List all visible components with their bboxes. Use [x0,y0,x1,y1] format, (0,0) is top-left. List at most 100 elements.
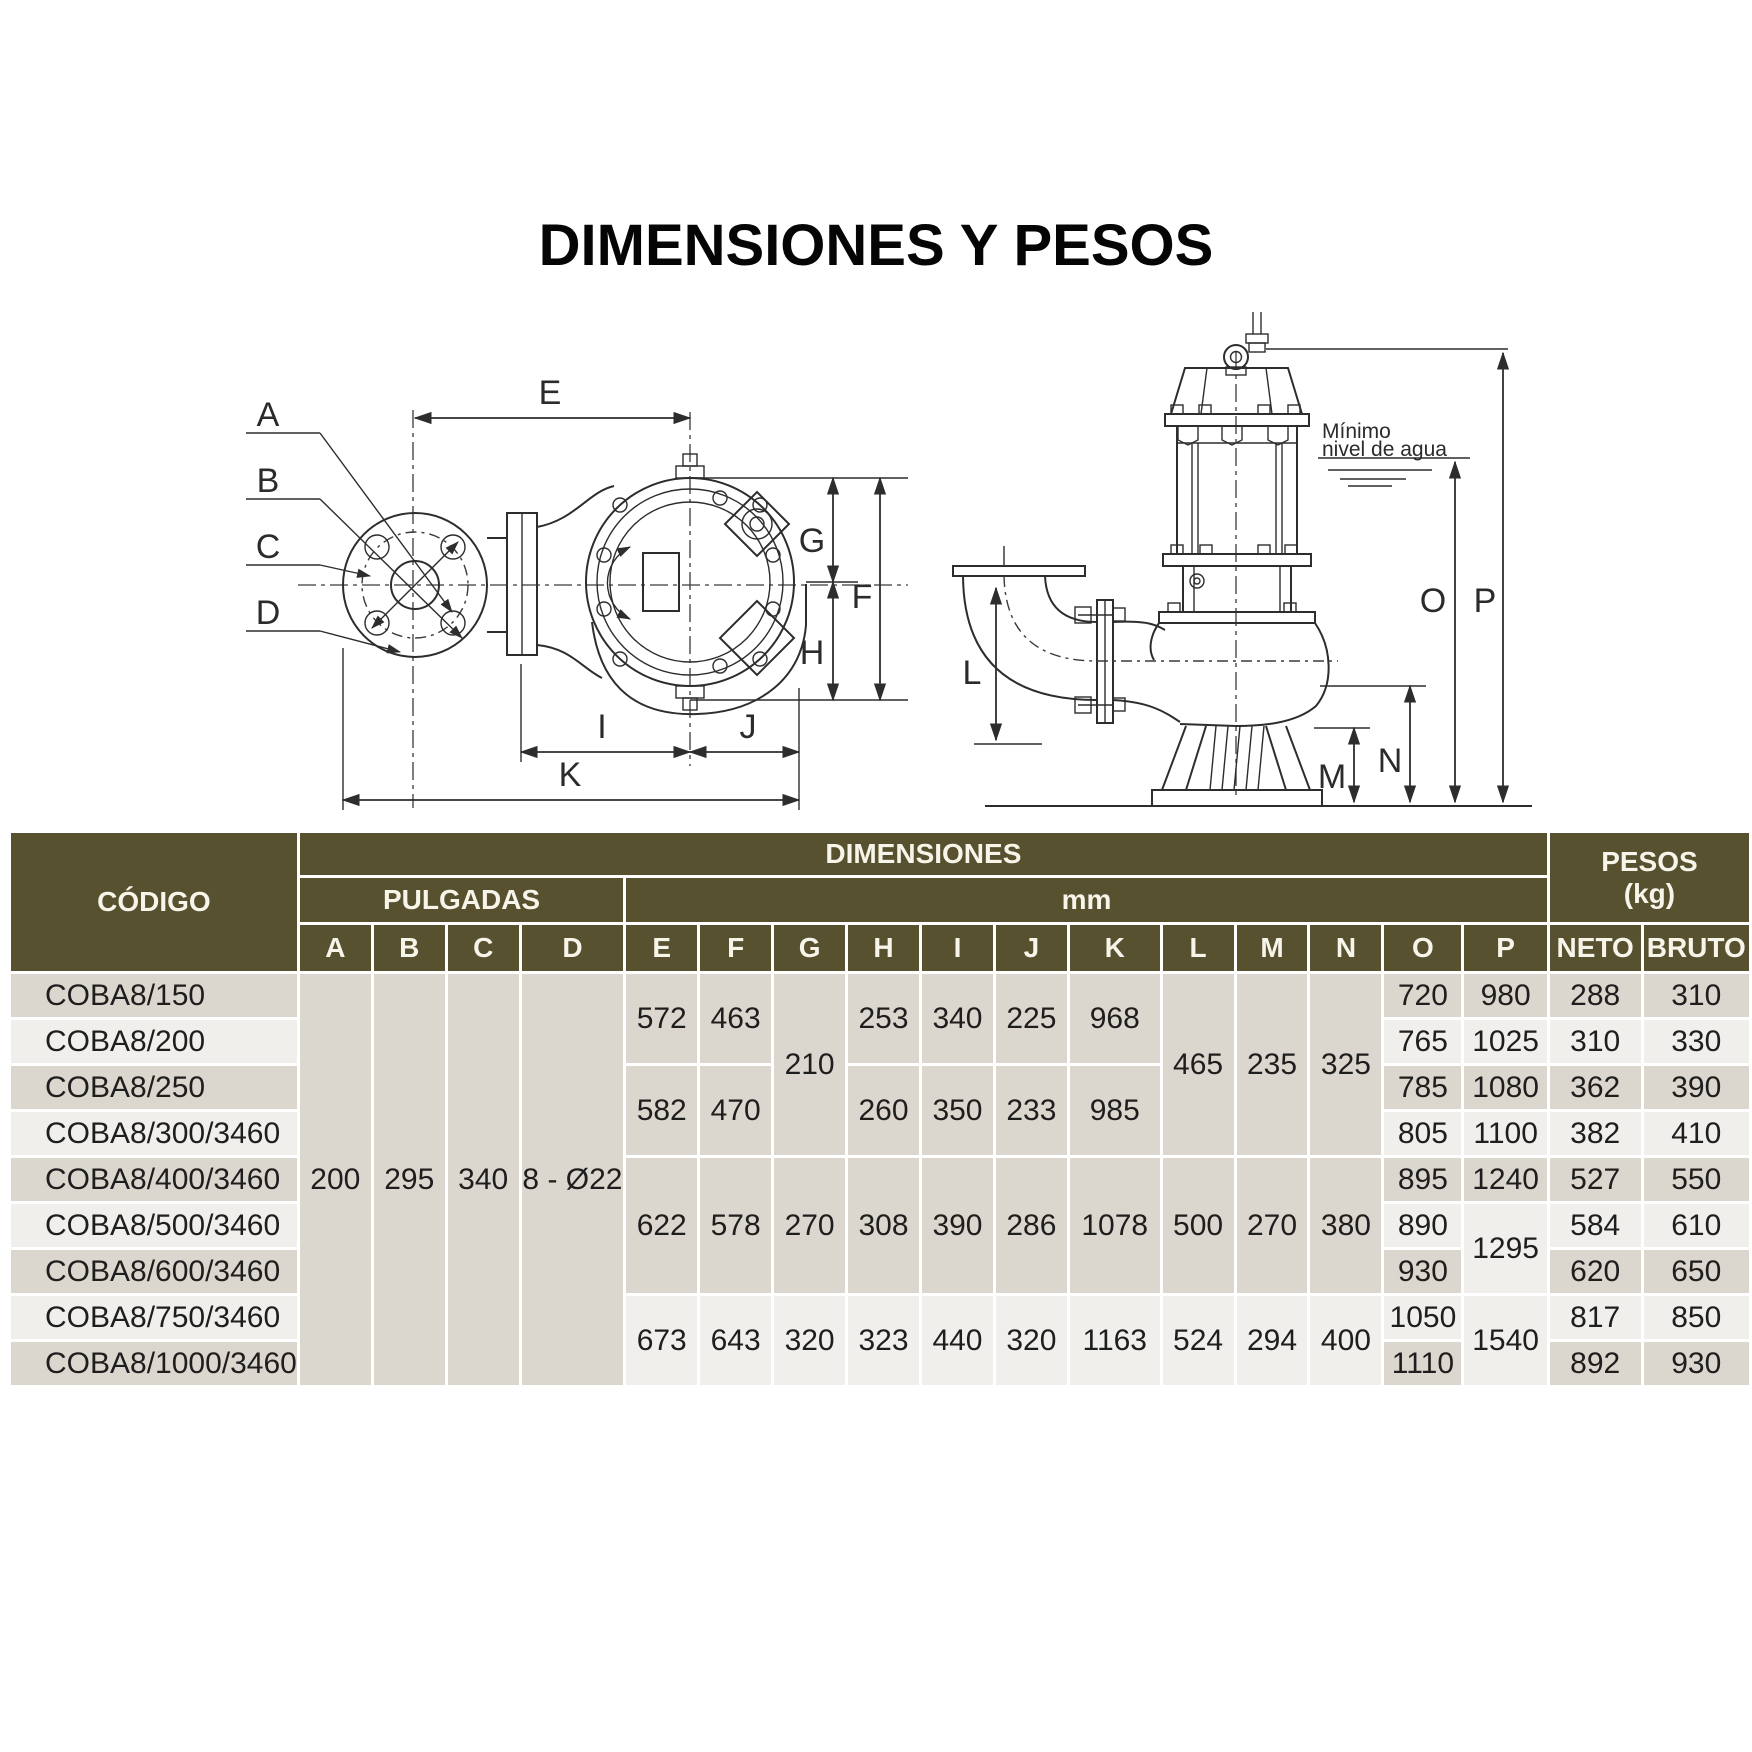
col-header-f: F [700,925,772,971]
col-header-codigo: CÓDIGO [11,833,297,971]
table-cell: 930 [1643,1342,1749,1385]
table-cell: 340 [447,974,519,1385]
dim-label-c: C [256,528,281,566]
dim-label-h: H [800,634,825,672]
min-water-level-line2: nivel de agua [1322,438,1447,461]
table-cell: 650 [1643,1250,1749,1293]
col-header-a: A [299,925,371,971]
table-row-code: COBA8/500/3460 [11,1204,297,1247]
table-cell: 610 [1643,1204,1749,1247]
dim-label-e: E [539,374,562,412]
table-cell: 470 [700,1066,772,1155]
col-header-h: H [848,925,919,971]
dim-label-g: G [799,522,825,560]
table-row: COBA8/200 765 1025 310 330 [11,1020,1749,1063]
table-cell: 968 [1069,974,1160,1063]
dim-label-p: P [1474,582,1497,620]
col-header-l: L [1162,925,1234,971]
table-cell: 295 [373,974,445,1385]
table-row-code: COBA8/750/3460 [11,1296,297,1339]
col-header-mm: mm [626,878,1547,922]
dim-label-k: K [559,756,582,794]
table-cell: 524 [1162,1296,1234,1385]
table-cell: 233 [995,1066,1067,1155]
table-cell: 410 [1643,1112,1749,1155]
table-cell: 572 [626,974,698,1063]
right-drawing: Mínimo nivel de agua L M N O P [952,312,1532,807]
table-cell: 390 [922,1158,993,1293]
table-cell: 400 [1310,1296,1382,1385]
table-cell: 582 [626,1066,698,1155]
table-cell: 817 [1549,1296,1641,1339]
table-cell: 286 [995,1158,1067,1293]
table-cell: 785 [1384,1066,1462,1109]
table-row-code: COBA8/200 [11,1020,297,1063]
table-cell: 465 [1162,974,1234,1155]
table-cell: 1080 [1464,1066,1547,1109]
table-row: COBA8/250 582 470 260 350 233 985 785 1080 362 390 [11,1066,1749,1155]
table-cell: 550 [1643,1158,1749,1201]
table-cell: 643 [700,1296,772,1385]
table-cell: 270 [774,1158,846,1293]
table-cell: 850 [1643,1296,1749,1339]
col-header-pesos: PESOS (kg) [1549,833,1749,922]
table-cell: 210 [774,974,846,1155]
table-cell: 1078 [1069,1158,1160,1293]
table-cell: 288 [1549,974,1641,1017]
table-cell: 1050 [1384,1296,1462,1339]
table-cell: 463 [700,974,772,1063]
table-cell: 805 [1384,1112,1462,1155]
table-cell: 382 [1549,1112,1641,1155]
table-cell: 323 [848,1296,919,1385]
dim-label-b: B [257,462,280,500]
col-header-pulgadas: PULGADAS [299,878,624,922]
table-cell: 390 [1643,1066,1749,1109]
min-water-level-line1: Mínimo [1322,420,1391,443]
dim-label-n: N [1378,742,1403,780]
table-cell: 320 [774,1296,846,1385]
table-cell: 890 [1384,1204,1462,1247]
table-row: COBA8/150 200 295 340 8 - Ø22 572 463 210 253 340… [11,974,1749,1385]
table-cell: 1163 [1069,1296,1160,1385]
col-header-b: B [373,925,445,971]
table-cell: 1240 [1464,1158,1547,1201]
table-cell: 330 [1643,1020,1749,1063]
table-cell: 260 [848,1066,919,1155]
page-title: DIMENSIONES Y PESOS [538,213,1214,278]
table-cell: 765 [1384,1020,1462,1063]
table-cell: 892 [1549,1342,1641,1385]
table-cell: 440 [922,1296,993,1385]
col-header-i: I [922,925,993,971]
table-row-code: COBA8/400/3460 [11,1158,297,1201]
dim-label-i: I [597,708,606,746]
table-row-code: COBA8/1000/3460 [11,1342,297,1385]
pesos-line2: (kg) [1623,877,1676,909]
table-cell: 1025 [1464,1020,1547,1063]
table-cell: 310 [1549,1020,1641,1063]
table-cell: 225 [995,974,1067,1063]
table-cell: 320 [995,1296,1067,1385]
table-row: COBA8/750/3460 673 643 320 323 440 320 1163 524 2… [11,1296,1749,1385]
table-cell: 200 [299,974,371,1385]
col-header-m: M [1236,925,1308,971]
table-cell: 308 [848,1158,919,1293]
table-row-code: COBA8/300/3460 [11,1112,297,1155]
table-cell: 380 [1310,1158,1382,1293]
table-cell: 235 [1236,974,1308,1155]
table-row-code: COBA8/250 [11,1066,297,1109]
col-header-p: P [1464,925,1547,971]
table-cell: 500 [1162,1158,1234,1293]
table-cell: 980 [1464,974,1547,1017]
dim-label-j: J [740,708,757,746]
col-header-g: G [774,925,846,971]
table-row: COBA8/500/3460 890 1295 584 610 [11,1204,1749,1293]
col-header-c: C [447,925,519,971]
table-cell: 985 [1069,1066,1160,1155]
pesos-line1: PESOS [1601,845,1698,877]
dim-label-m: M [1318,758,1346,796]
table-row: COBA8/1000/3460 1110 892 930 [11,1342,1749,1385]
dim-label-o: O [1420,582,1446,620]
table-cell: 620 [1549,1250,1641,1293]
table-cell: 1295 [1464,1204,1547,1293]
